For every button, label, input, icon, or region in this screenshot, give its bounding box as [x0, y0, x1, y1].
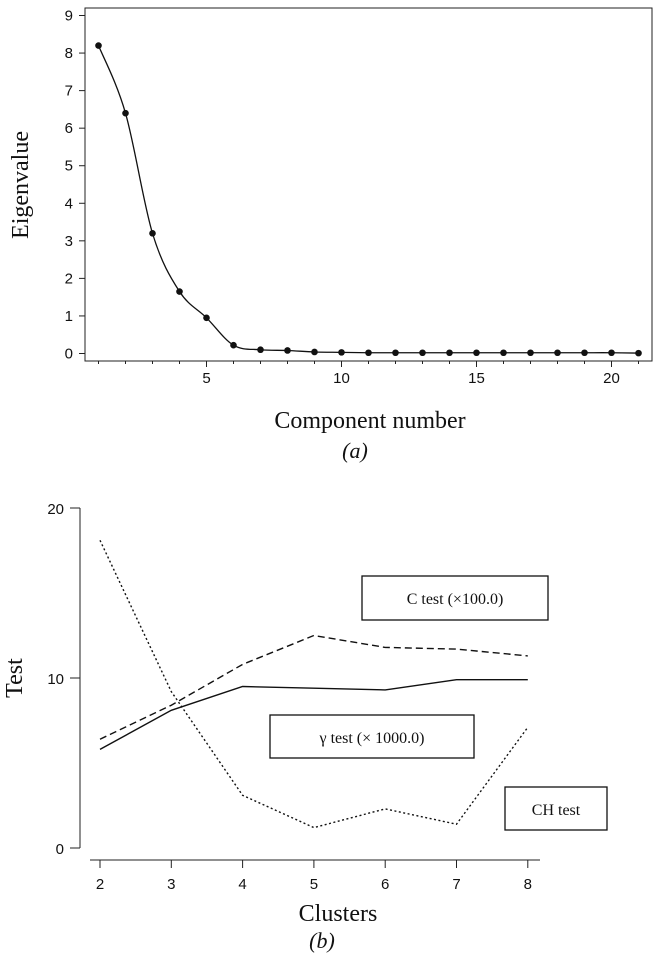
annotation-box [269, 714, 475, 759]
x-axis-ticks: 5 10 15 20 [98, 361, 639, 387]
data-point [527, 349, 534, 357]
data-point [608, 349, 615, 357]
x-tick-label: 6 [381, 876, 389, 893]
x-tick-label: 5 [202, 370, 210, 387]
scree-plot-panel: 0 1 2 3 4 5 6 7 8 9 5 10 15 20 Eigenvalue Component … [8, 7, 653, 463]
data-point [284, 347, 291, 354]
panel-label-a: (a) [342, 438, 368, 463]
plot-frame [84, 7, 653, 362]
gamma-test-line [99, 679, 528, 751]
y-tick-label: 0 [65, 345, 73, 362]
y-tick-label: 3 [65, 233, 73, 250]
x-tick-label: 15 [468, 370, 485, 387]
y-axis-ticks: 0 1 2 3 4 5 6 7 8 9 [65, 8, 85, 362]
annotation-box [504, 786, 608, 831]
annotation-ch-test: CH test [504, 786, 608, 831]
y-tick-label: 9 [65, 8, 73, 25]
x-axis-ticks: 2 3 4 5 6 7 8 [96, 860, 532, 893]
series-lines [99, 540, 529, 829]
x-tick-label: 4 [238, 876, 246, 893]
y-tick-label: 1 [65, 308, 73, 325]
y-tick-label: 8 [65, 45, 73, 62]
data-point [95, 42, 102, 49]
x-tick-label: 8 [524, 876, 532, 893]
data-point [311, 348, 318, 356]
ch-test-line [99, 540, 529, 829]
x-axis-label: Clusters [299, 901, 378, 927]
annotation-text: CH test [532, 802, 581, 819]
data-point [338, 349, 345, 356]
data-point [122, 109, 129, 117]
y-axis-ticks: 0 10 20 [47, 501, 80, 858]
y-tick-label: 4 [65, 195, 73, 212]
y-axis-label: Test [2, 658, 28, 698]
data-point [554, 349, 561, 357]
data-point [230, 341, 237, 349]
data-point [581, 349, 588, 357]
eigenvalue-points [95, 42, 642, 357]
y-tick-label: 6 [65, 120, 73, 137]
data-point [500, 349, 507, 357]
y-tick-label: 7 [65, 83, 73, 100]
cluster-tests-panel: 0 10 20 2 3 4 5 6 7 8 C test (×100.0) γ test (× … [2, 501, 608, 953]
annotation-gamma-test: γ test (× 1000.0) [269, 714, 475, 759]
c-test-line [99, 634, 528, 740]
x-tick-label: 3 [167, 876, 175, 893]
data-point [176, 288, 183, 295]
data-point [149, 230, 156, 237]
x-tick-label: 2 [96, 876, 104, 893]
y-tick-label: 5 [65, 158, 73, 175]
data-point [473, 349, 480, 357]
annotation-box [361, 575, 549, 621]
y-axis-label: Eigenvalue [8, 131, 34, 239]
eigenvalue-series-line [97, 45, 639, 354]
data-point [257, 346, 264, 354]
data-point [635, 349, 642, 357]
y-tick-label: 2 [65, 270, 73, 287]
data-point [419, 349, 426, 357]
annotation-c-test: C test (×100.0) [361, 575, 549, 621]
data-point [392, 349, 399, 357]
panel-label-b: (b) [309, 928, 335, 953]
x-tick-label: 20 [603, 370, 620, 387]
y-tick-label: 0 [56, 841, 64, 858]
annotation-text: γ test (× 1000.0) [319, 730, 425, 747]
data-point [365, 349, 372, 357]
x-tick-label: 5 [310, 876, 318, 893]
y-tick-label: 10 [47, 671, 64, 688]
annotation-text: C test (×100.0) [407, 591, 504, 608]
x-tick-label: 7 [452, 876, 460, 893]
data-point [203, 314, 210, 322]
x-tick-label: 10 [333, 370, 350, 387]
y-tick-label: 20 [47, 501, 64, 518]
x-axis-label: Component number [274, 408, 465, 434]
data-point [446, 349, 453, 357]
